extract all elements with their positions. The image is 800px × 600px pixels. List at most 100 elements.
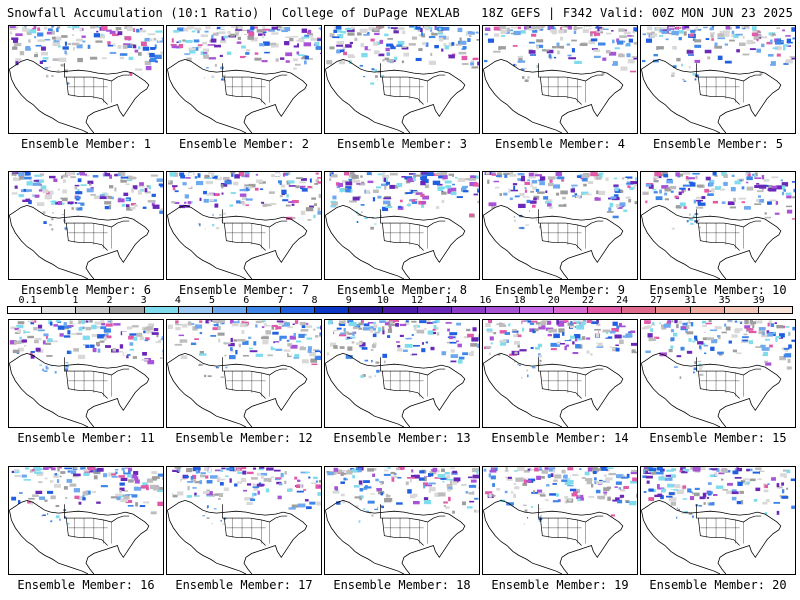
snow-patch (443, 504, 446, 508)
ensemble-member-map (324, 25, 480, 134)
snow-patch (149, 57, 157, 63)
ensemble-member-label: Ensemble Member: 12 (175, 431, 313, 445)
snow-patch (517, 467, 525, 472)
snow-patch (359, 64, 364, 67)
snow-patch (387, 203, 391, 207)
snow-patch (363, 508, 366, 511)
snow-patch (169, 172, 176, 177)
snow-patch (492, 483, 496, 487)
snow-patch (43, 26, 48, 30)
snow-patch (45, 367, 49, 370)
snow-patch (545, 190, 548, 194)
snow-patch (105, 29, 112, 32)
snow-patch (144, 60, 152, 65)
snow-patch (603, 474, 607, 477)
snow-patch (789, 56, 795, 58)
snow-patch (743, 333, 748, 336)
snow-patch (37, 32, 44, 37)
snow-patch (557, 499, 561, 503)
snow-patch (345, 186, 352, 190)
snow-patch (704, 188, 710, 193)
snow-patch (418, 477, 425, 481)
snow-patch (633, 41, 637, 45)
snow-patch (94, 468, 99, 473)
snow-patch (575, 195, 581, 199)
snow-patch (670, 205, 674, 209)
snow-patch (553, 184, 561, 189)
snow-patch (239, 193, 247, 197)
snow-patch (724, 323, 727, 327)
snow-patch (204, 228, 206, 230)
snow-patch (182, 182, 187, 186)
snow-patch (90, 26, 96, 29)
snow-patch (381, 481, 384, 485)
snow-patch (79, 173, 87, 176)
snow-patch (159, 208, 163, 211)
snow-patch (524, 320, 529, 323)
snow-patch (770, 39, 773, 44)
snow-patch (316, 501, 321, 506)
snow-patch (203, 198, 209, 203)
snow-patch (82, 495, 85, 499)
snow-patch (240, 477, 247, 483)
snow-patch (679, 202, 686, 207)
snow-patch (564, 346, 567, 351)
snow-patch (235, 26, 239, 30)
snow-patch (232, 469, 237, 472)
snow-patch (459, 37, 462, 42)
snow-patch (552, 500, 560, 503)
snowfall-map-graphic (167, 467, 321, 574)
snow-patch (672, 332, 678, 337)
snow-patch (25, 46, 31, 49)
snow-patch (14, 328, 20, 331)
snow-patch (367, 321, 374, 324)
snowfall-map-graphic (483, 320, 637, 427)
snow-patch (162, 349, 163, 353)
snow-patch (420, 32, 424, 37)
snow-patch (746, 328, 754, 331)
snow-patch (635, 177, 637, 181)
snow-patch (494, 186, 501, 189)
snow-patch (247, 29, 254, 34)
snow-patch (642, 191, 649, 195)
snow-patch (422, 482, 429, 486)
snow-patch (703, 352, 707, 355)
snow-patch (230, 337, 233, 343)
snow-patch (178, 469, 181, 472)
snow-patch (412, 345, 420, 347)
snow-patch (761, 175, 765, 180)
snow-patch (686, 321, 689, 325)
snow-patch (424, 473, 432, 477)
snow-patch (547, 474, 551, 478)
snow-patch (444, 57, 451, 62)
snow-patch (386, 52, 391, 56)
snow-patch (693, 371, 695, 374)
snow-patch (702, 324, 708, 327)
snow-patch (556, 344, 561, 347)
snow-patch (12, 46, 18, 50)
snow-patch (678, 320, 682, 324)
colorbar-segment (110, 307, 145, 313)
snow-patch (506, 478, 513, 481)
snow-patch (157, 39, 161, 42)
snow-patch (699, 365, 703, 368)
snow-patch (642, 59, 646, 63)
snow-patch (42, 60, 47, 63)
snow-patch (261, 60, 268, 63)
snow-patch (212, 320, 220, 324)
snow-patch (727, 482, 733, 486)
snow-patch (12, 38, 19, 43)
snow-patch (468, 484, 477, 488)
snow-patch (477, 510, 479, 513)
ensemble-member-map (482, 171, 638, 280)
snow-patch (395, 467, 401, 471)
coastline (641, 499, 782, 574)
snow-patch (120, 494, 126, 498)
snow-patch (145, 337, 150, 341)
snow-patch (221, 36, 225, 41)
snow-patch (523, 479, 527, 484)
snow-patch (455, 43, 462, 46)
snow-patch (540, 476, 545, 479)
snow-patch (531, 180, 538, 184)
snow-patch (632, 31, 635, 34)
